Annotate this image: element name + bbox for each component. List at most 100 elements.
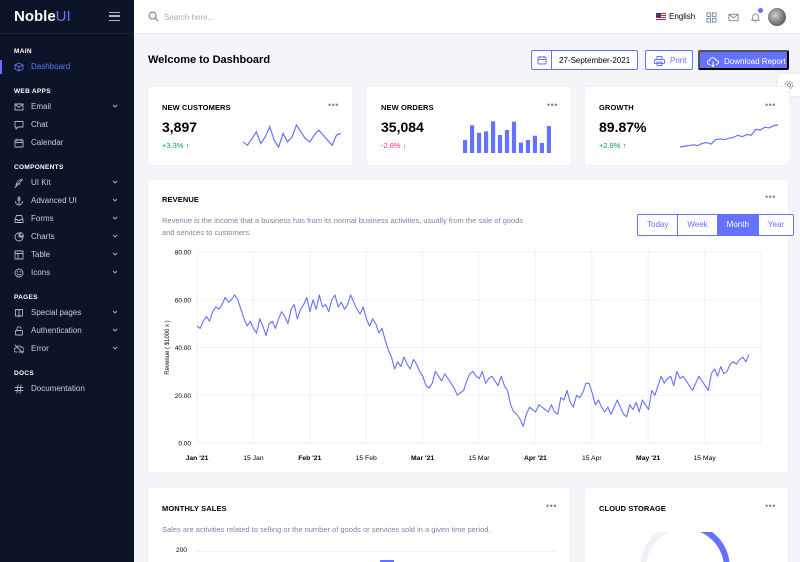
y-tick-label: 80.00 [175, 250, 192, 257]
x-tick-label: May '21 [636, 455, 661, 462]
cloud-storage-card: CLOUD STORAGE ••• [584, 487, 789, 562]
mail-icon [14, 103, 24, 111]
x-tick-label: 15 Mar [468, 455, 490, 462]
sidebar-item-ui-kit[interactable]: UI Kit [0, 175, 134, 191]
calendar-icon [537, 56, 547, 65]
x-tick-label: Mar '21 [411, 455, 434, 462]
date-picker[interactable]: 27-September-2021 [531, 50, 638, 70]
sidebar-item-email[interactable]: Email [0, 99, 134, 115]
spark-bar [539, 142, 545, 153]
revenue-chart: 0.00 20.00 40.00 60.00 80.00 Jan '21 15 Jan Feb… [165, 250, 762, 462]
kpi-sparkline [679, 124, 779, 148]
x-tick-label: Jan '21 [186, 455, 209, 462]
sidebar-section-label: MAIN [14, 48, 32, 55]
sidebar-section-label: DOCS [14, 370, 34, 377]
arrow-up-icon: ↑ [622, 141, 627, 150]
period-week-button[interactable]: Week [678, 215, 718, 235]
kpi-value: 3,897 [162, 119, 198, 135]
chevron-down-icon [112, 252, 118, 256]
spark-bar [518, 142, 524, 153]
sidebar-item-label: Calendar [31, 138, 64, 147]
chevron-down-icon [112, 310, 118, 314]
sidebar-item-advanced-ui[interactable]: Advanced UI [0, 193, 134, 209]
kpi-title: GROWTH [599, 103, 634, 112]
top-header: English [134, 0, 800, 34]
y-tick-label: 20.00 [175, 393, 192, 400]
grid-line [196, 551, 556, 552]
apps-grid-icon[interactable] [706, 12, 717, 23]
cloud-off-icon [14, 344, 24, 354]
more-options-icon[interactable]: ••• [765, 501, 776, 511]
sidebar-item-label: Advanced UI [31, 196, 77, 205]
more-options-icon[interactable]: ••• [547, 100, 558, 110]
sidebar-item-special-pages[interactable]: Special pages [0, 305, 134, 321]
us-flag-icon[interactable] [656, 13, 666, 20]
unlock-icon [15, 326, 23, 336]
spark-line [242, 123, 342, 149]
kpi-sparkline [463, 121, 551, 153]
chevron-down-icon [112, 328, 118, 332]
period-year-button[interactable]: Year [758, 215, 794, 235]
chevron-down-icon [112, 270, 118, 274]
pie-chart-icon [14, 232, 24, 242]
spark-bar [546, 126, 551, 153]
sidebar-item-icons[interactable]: Icons [0, 265, 134, 281]
sidebar-item-chat[interactable]: Chat [0, 117, 134, 133]
hash-icon [14, 384, 24, 394]
kpi-change-value: +3.3% [162, 141, 184, 150]
period-today-button[interactable]: Today [638, 215, 679, 235]
period-month-button[interactable]: Month [717, 215, 759, 235]
kpi-change-value: -2.8% [381, 141, 401, 150]
search-input[interactable] [164, 10, 364, 24]
sidebar-item-dashboard[interactable]: Dashboard [0, 59, 134, 75]
sales-bar [380, 560, 394, 562]
sidebar-item-table[interactable]: Table [0, 247, 134, 263]
brand-logo[interactable]: NobleUI [0, 0, 134, 34]
more-options-icon[interactable]: ••• [328, 100, 339, 110]
y-axis-label: Revenue ( $1000 x ) [165, 320, 171, 374]
download-report-button[interactable]: Download Report [698, 50, 789, 70]
kpi-value: 89.87% [599, 119, 647, 135]
brand-prefix: Noble [14, 8, 56, 25]
revenue-series-line [196, 294, 750, 427]
chevron-down-icon [112, 346, 118, 350]
y-tick-label: 0.00 [178, 441, 191, 448]
kpi-change: +3.3% ↑ [162, 141, 189, 150]
monthly-sales-description: Sales are activities related to selling … [162, 525, 491, 534]
period-toggle: Today Week Month Year [637, 214, 795, 236]
kpi-sparkline [242, 123, 342, 149]
sidebar-item-label: Documentation [31, 384, 85, 393]
chevron-down-icon [112, 104, 118, 108]
spark-line [679, 124, 779, 148]
sidebar-item-authentication[interactable]: Authentication [0, 323, 134, 339]
sidebar-item-calendar[interactable]: Calendar [0, 135, 134, 151]
bell-icon[interactable] [750, 12, 761, 23]
sidebar-item-documentation[interactable]: Documentation [0, 381, 134, 397]
date-value: 27-September-2021 [559, 56, 631, 65]
book-icon [15, 309, 23, 318]
hamburger-menu-icon[interactable] [109, 12, 120, 21]
more-options-icon[interactable]: ••• [765, 192, 776, 202]
calendar-icon [14, 138, 24, 148]
sidebar-item-label: Error [31, 344, 49, 353]
language-selector[interactable]: English [669, 12, 696, 21]
sidebar-item-charts[interactable]: Charts [0, 229, 134, 245]
print-button[interactable]: Print [645, 50, 693, 70]
sidebar-item-label: UI Kit [31, 178, 51, 187]
y-tick-label: 40.00 [175, 345, 192, 352]
avatar[interactable] [768, 8, 786, 26]
more-options-icon[interactable]: ••• [765, 100, 776, 110]
mail-icon[interactable] [728, 12, 739, 23]
sidebar-item-label: Charts [31, 232, 55, 241]
search-icon [148, 11, 159, 22]
monthly-sales-tick-label: 200 [176, 547, 187, 554]
feather-icon [14, 179, 23, 188]
x-tick-label: 15 Apr [582, 455, 602, 462]
revenue-title: REVENUE [162, 195, 199, 204]
x-tick-label: 15 Feb [356, 455, 377, 462]
spark-bar [476, 132, 482, 153]
more-options-icon[interactable]: ••• [546, 501, 557, 511]
sidebar-item-error[interactable]: Error [0, 341, 134, 357]
sidebar-item-forms[interactable]: Forms [0, 211, 134, 227]
anchor-icon [15, 196, 23, 206]
